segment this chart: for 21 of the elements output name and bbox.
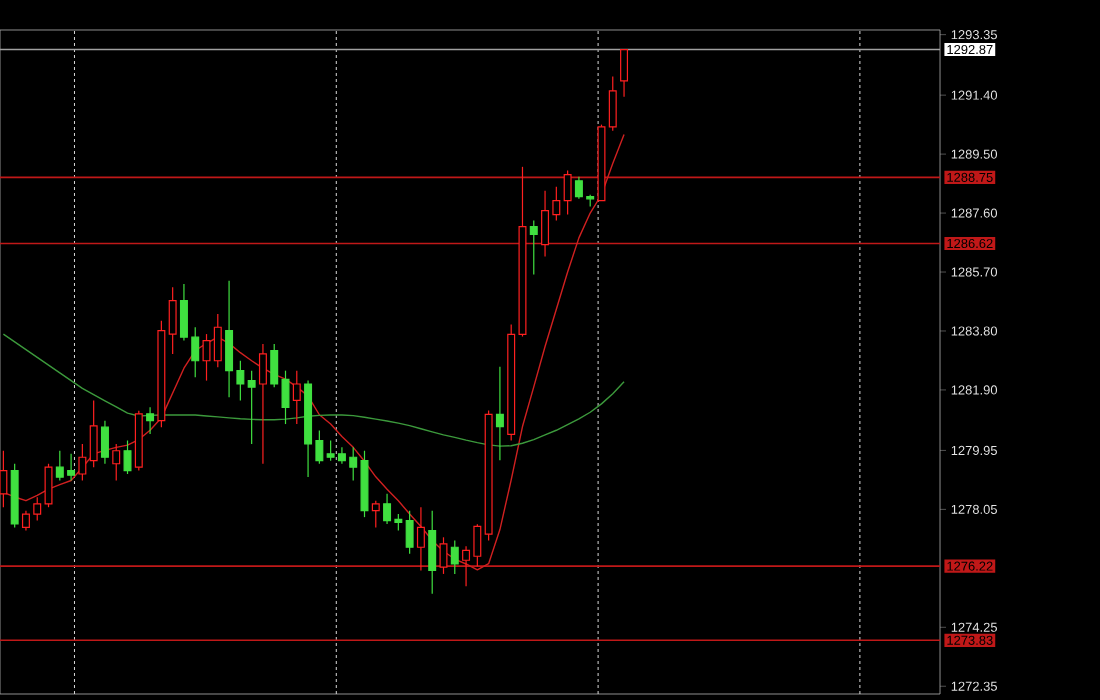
candlestick: [439, 536, 448, 575]
candlestick: [428, 510, 437, 595]
candlestick: [123, 439, 132, 475]
candlestick: [112, 443, 121, 482]
candlestick: [416, 506, 425, 572]
candlestick: [450, 539, 459, 575]
candlestick: [292, 370, 301, 425]
candlestick: [0, 450, 8, 508]
candlestick: [100, 420, 109, 465]
candlestick: [89, 399, 98, 468]
candlestick: [247, 370, 256, 445]
candlestick: [258, 343, 267, 465]
candlestick: [371, 500, 380, 528]
candlestick: [78, 443, 87, 482]
candlestick: [146, 406, 155, 435]
candlestick: [495, 366, 504, 461]
candlestick: [529, 219, 538, 276]
candlestick: [620, 48, 629, 98]
candlestick: [405, 510, 414, 555]
candlestick: [563, 169, 572, 216]
candlestick: [168, 286, 177, 355]
